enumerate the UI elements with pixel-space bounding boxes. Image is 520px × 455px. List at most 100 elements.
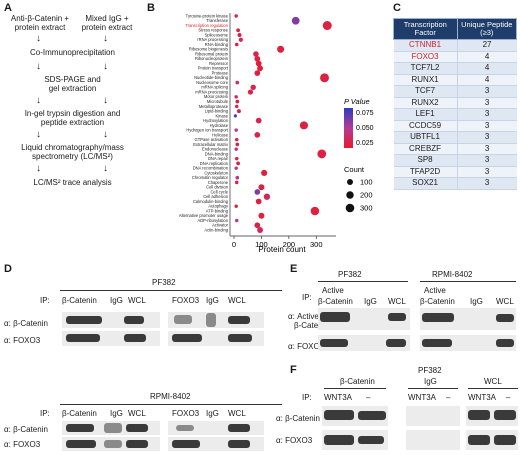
d2-band: [66, 440, 96, 448]
data-point: [263, 193, 271, 200]
d-lane-igg: IgG: [110, 296, 123, 305]
f-row-foxo3: α: FOXO3: [276, 436, 313, 445]
d-ip-label: IP:: [40, 296, 50, 305]
d-row-bcat: α: β-Catenin: [4, 319, 48, 328]
e-lane-wcl-2: WCL: [496, 297, 514, 306]
d2-band: [228, 424, 250, 432]
right-input-text: Mixed IgG + protein extract: [72, 14, 142, 32]
e-band: [496, 314, 514, 322]
panel-label-e: E: [290, 263, 298, 275]
category-label: mRNA processing: [195, 89, 228, 94]
d-pf382-underline: [60, 290, 282, 291]
f-blot-5: [406, 430, 460, 450]
category-label: Hydrolase: [210, 123, 229, 128]
category-label: Helicase: [212, 132, 228, 137]
f-band: [494, 410, 516, 420]
d2-row-bcat: α: β-Catenin: [4, 425, 48, 434]
step-digestion: In-gel trypsin digestion and peptide ext…: [5, 109, 140, 127]
data-point: [234, 137, 239, 142]
left-input-text: Anti-β-Catenin + protein extract: [5, 14, 75, 32]
category-label: RNA-binding: [205, 42, 229, 47]
d2-lane-igg: IgG: [110, 409, 123, 418]
pvalue-tick-1: 0.075: [356, 110, 374, 117]
f-band: [324, 410, 354, 420]
arrow-down-icon: ↓: [36, 129, 41, 140]
peptide-count-cell: 3: [457, 120, 517, 132]
data-point: [234, 128, 238, 132]
f-group-bcat: β-Catenin: [340, 377, 375, 386]
d-rpmi-underline: [60, 404, 282, 405]
d-band: [66, 334, 100, 342]
f-lane-dash-2: –: [446, 393, 451, 402]
tf-name-cell: SOX21: [393, 177, 458, 190]
data-point: [234, 180, 239, 185]
data-point: [234, 95, 238, 99]
data-point: [253, 51, 259, 57]
tf-name-cell: RUNX2: [393, 97, 458, 109]
data-point: [254, 55, 261, 62]
category-label: Autophagy: [208, 204, 229, 209]
panel-label-b: B: [147, 2, 155, 14]
e-row-foxo3: α: FOXO3: [288, 342, 325, 351]
e-lane-igg: IgG: [364, 297, 377, 306]
pvalue-colorbar: [344, 108, 353, 148]
data-point: [310, 206, 320, 216]
category-label: rRNA processing: [197, 37, 228, 42]
left-input-line1: Anti-β-Catenin +: [10, 14, 70, 23]
d-lane-foxo3: FOXO3: [172, 296, 200, 305]
peptide-count-cell: 3: [457, 154, 517, 167]
transcription-factor-table: Transcription Factor Unique Peptide (≥3)…: [393, 18, 518, 190]
panel-label-f: F: [290, 364, 297, 376]
e-pf382-title: PF382: [338, 270, 362, 279]
d-rpmi-title: RPMI-8402: [150, 392, 191, 401]
d2-lane-igg2: IgG: [206, 409, 219, 418]
e-band: [422, 313, 454, 322]
d-band: [228, 316, 250, 324]
f-lane-wnt-2: WNT3A: [408, 393, 436, 402]
right-input-line2: protein extract: [81, 23, 133, 32]
table-row: TCF7L2 4: [393, 62, 517, 75]
count-legend-title: Count: [344, 165, 365, 174]
data-point: [234, 14, 238, 18]
e-ip-label: IP:: [302, 293, 312, 302]
arrow-down-icon: ↓: [103, 61, 108, 72]
peptide-count-cell: 3: [457, 166, 517, 178]
count-legend-dot: [347, 179, 353, 185]
tf-name-cell: CTNNB1: [393, 39, 458, 52]
d2-band: [104, 440, 122, 448]
data-point: [257, 227, 264, 233]
category-label: Microtubule: [207, 99, 229, 104]
d-band: [228, 334, 252, 342]
table-row: LEF1 3: [393, 108, 517, 121]
arrow-down-icon: ↓: [36, 33, 41, 44]
data-point: [254, 132, 261, 138]
f-blot-2: [406, 406, 460, 426]
d-lane-igg2: IgG: [206, 296, 219, 305]
step-co-ip: Co-Immunoprecipitation: [30, 48, 115, 57]
category-label: Actin-binding: [204, 227, 228, 232]
d2-row-foxo3: α: FOXO3: [4, 440, 41, 449]
category-label: Kinase: [215, 113, 228, 118]
category-label: DNA recombination: [193, 166, 229, 171]
d-row-foxo3: α: FOXO3: [4, 336, 41, 345]
e-band: [320, 312, 350, 322]
x-tick-label: 300: [310, 240, 323, 249]
d2-lane-foxo3: FOXO3: [172, 409, 200, 418]
x-tick-label: 200: [283, 240, 296, 249]
category-label: Ribosome biogenesis: [189, 47, 228, 52]
category-label: Cell adhesion: [203, 194, 229, 199]
category-label: Motor protein: [204, 94, 229, 99]
category-label: Hydroxylation: [203, 118, 229, 123]
d-lane-wcl2: WCL: [228, 296, 246, 305]
category-label: Alternative promoter usage: [179, 213, 229, 218]
count-legend: 100 200 300: [345, 178, 373, 213]
table-header-peptide: Unique Peptide (≥3): [456, 18, 518, 40]
data-point: [254, 222, 261, 229]
tf-name-cell: RUNX1: [393, 74, 458, 86]
x-tick-label: 100: [255, 240, 268, 249]
data-point: [234, 204, 238, 208]
data-point: [234, 218, 239, 223]
table-row: SP8 3: [393, 154, 517, 167]
table-row: CCDC59 3: [393, 120, 517, 132]
category-label: Stress response: [198, 28, 228, 33]
